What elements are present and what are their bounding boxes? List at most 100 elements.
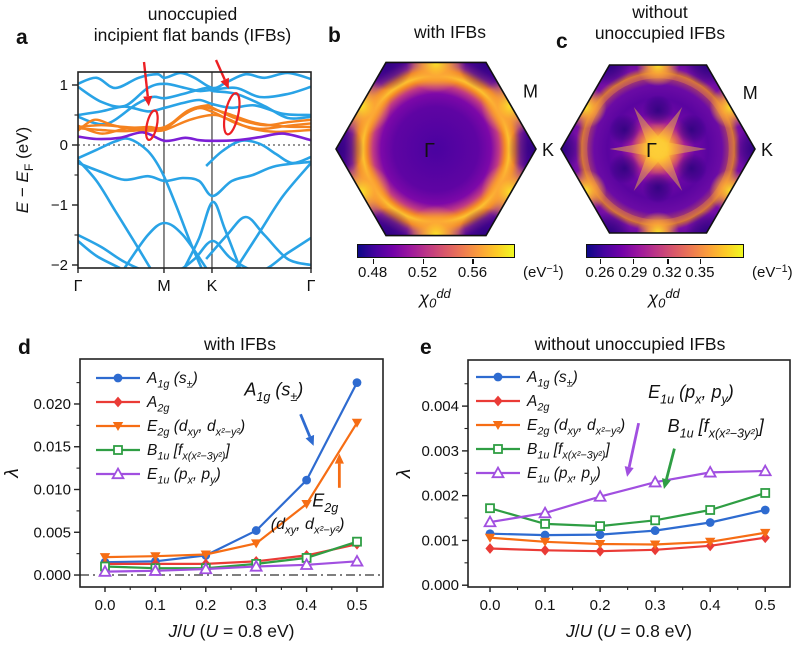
marker-square-open: [113, 445, 123, 455]
band-blue: [78, 160, 311, 198]
x-tick-label: Γ: [74, 278, 83, 295]
y-tick-label: −2: [51, 257, 68, 274]
marker-diamond: [485, 543, 495, 554]
dark-spot: [608, 114, 640, 146]
ifb-highlight-ellipse: [222, 92, 241, 136]
x-tick-label: 0.5: [755, 597, 776, 614]
legend-label-B1u: B1u [fx(x²−3y²)]: [147, 442, 230, 463]
panel-e-title: without unoccupied IFBs: [534, 334, 726, 354]
star-ray: [650, 106, 683, 154]
y-tick-label: 0.010: [33, 482, 71, 499]
arrow-head: [334, 453, 344, 464]
panel-e-label: e: [420, 336, 432, 359]
m-label: M: [743, 83, 758, 103]
marker-diamond: [493, 395, 503, 407]
x-tick-label: 0.2: [590, 597, 611, 614]
marker-circle: [595, 530, 605, 540]
marker-triangle-up-open: [111, 466, 125, 480]
marker-triangle-up-open: [249, 559, 264, 572]
marker-triangle-up-open: [483, 514, 497, 528]
marker-circle: [650, 526, 660, 535]
marker-triangle-down: [112, 422, 124, 431]
band-blue: [78, 98, 311, 117]
panel-c-label: c: [556, 30, 568, 53]
y-tick-label: 0.005: [33, 524, 71, 541]
dark-spot: [642, 94, 674, 126]
colorbar-tick: [699, 259, 702, 264]
y-tick-label: 0.002: [421, 488, 459, 505]
x-tick-label: 0.1: [535, 597, 556, 614]
band-structure-chart: 1 0 −1 −2 Γ M K Γ E − EF (eV): [13, 59, 316, 295]
y-axis-label: λ: [394, 469, 415, 479]
x-tick-label: Γ: [307, 278, 316, 295]
star-ray: [633, 144, 666, 192]
marker-diamond: [595, 545, 605, 557]
band-blue: [78, 159, 152, 268]
marker-circle: [540, 530, 550, 540]
marker-triangle-down: [704, 537, 716, 547]
colorbar-tick-label: 0.48: [357, 264, 388, 281]
bz-boundary: [560, 64, 756, 234]
colorbar-without-ifbs: 0.26 0.29 0.32 0.35 (eV−1) χ0dd: [585, 244, 799, 314]
band-blue: [78, 137, 203, 268]
x-tick-label: 0.1: [145, 597, 166, 614]
ifb-highlight-ellipse: [144, 109, 159, 142]
arrow-head: [220, 77, 229, 89]
marker-square-open: [540, 518, 550, 529]
marker-triangle-down: [760, 528, 771, 538]
m-point-hotspot: [636, 64, 680, 87]
colorbar-unit: (eV−1): [523, 263, 564, 281]
marker-square-open: [493, 444, 503, 454]
panel-b-label: b: [328, 24, 341, 47]
m-point-hotspot: [406, 62, 466, 93]
band-purple: [78, 131, 311, 143]
colorbar-gradient: [357, 244, 515, 258]
y-axis-label: E − EF (eV): [13, 127, 36, 213]
colorbar-tick-label: 0.52: [407, 264, 438, 281]
x-axis-label: J/U (U = 0.8 eV): [168, 621, 295, 641]
x-tick-label: M: [157, 278, 170, 295]
x-tick-label: 0.3: [645, 597, 666, 614]
marker-circle: [113, 373, 123, 383]
gamma-label: Γ: [646, 140, 657, 162]
m-label: M: [523, 82, 538, 102]
legend-label-B1u: B1u [fx(x²−3y²)]: [527, 441, 610, 462]
band-blue: [205, 215, 311, 267]
bz-heatmap-area: [336, 62, 536, 236]
y-tick-label: 1: [60, 77, 68, 94]
colorbar-with-ifbs: 0.48 0.52 0.56 (eV−1) χ0dd: [357, 244, 572, 314]
x-tick-label: 0.0: [480, 597, 501, 614]
dark-spot: [676, 152, 708, 184]
marker-triangle-up-open: [350, 554, 364, 567]
panel-a-title: unoccupied incipient flat bands (IFBs): [40, 4, 345, 46]
colorbar-tick-label: 0.29: [618, 264, 648, 281]
dark-spot: [608, 152, 640, 184]
y-tick-label: 0: [60, 137, 68, 154]
marker-circle: [760, 505, 770, 515]
colorbar-tick-label: 0.32: [652, 264, 682, 281]
band-blue: [205, 139, 311, 167]
marker-square-open: [485, 503, 495, 514]
panel-d-title: with IFBs: [204, 334, 276, 354]
panel-a-title-line2: incipient flat bands (IFBs): [93, 25, 292, 45]
marker-circle: [302, 475, 311, 485]
y-tick-label: 0.001: [421, 532, 459, 549]
series-line-A1g: [489, 508, 766, 537]
marker-circle: [352, 378, 362, 388]
marker-circle: [493, 372, 503, 382]
colorbar-tick-label: 0.35: [685, 264, 715, 281]
series-line-B1u: [489, 491, 766, 528]
band-orange: [78, 104, 311, 133]
y-tick-label: 0.000: [33, 567, 71, 584]
marker-triangle-down: [351, 418, 363, 428]
series-annotation: E2g: [312, 491, 338, 515]
band-blue: [235, 162, 311, 268]
marker-triangle-down: [99, 553, 111, 563]
marker-triangle-up-open: [148, 563, 163, 576]
marker-circle: [251, 526, 261, 535]
series-annotation: B1u [fx(x²−3y²)]: [668, 416, 765, 440]
marker-triangle-down: [649, 540, 661, 550]
series-line-A2g: [105, 543, 358, 565]
marker-square-open: [650, 515, 661, 526]
